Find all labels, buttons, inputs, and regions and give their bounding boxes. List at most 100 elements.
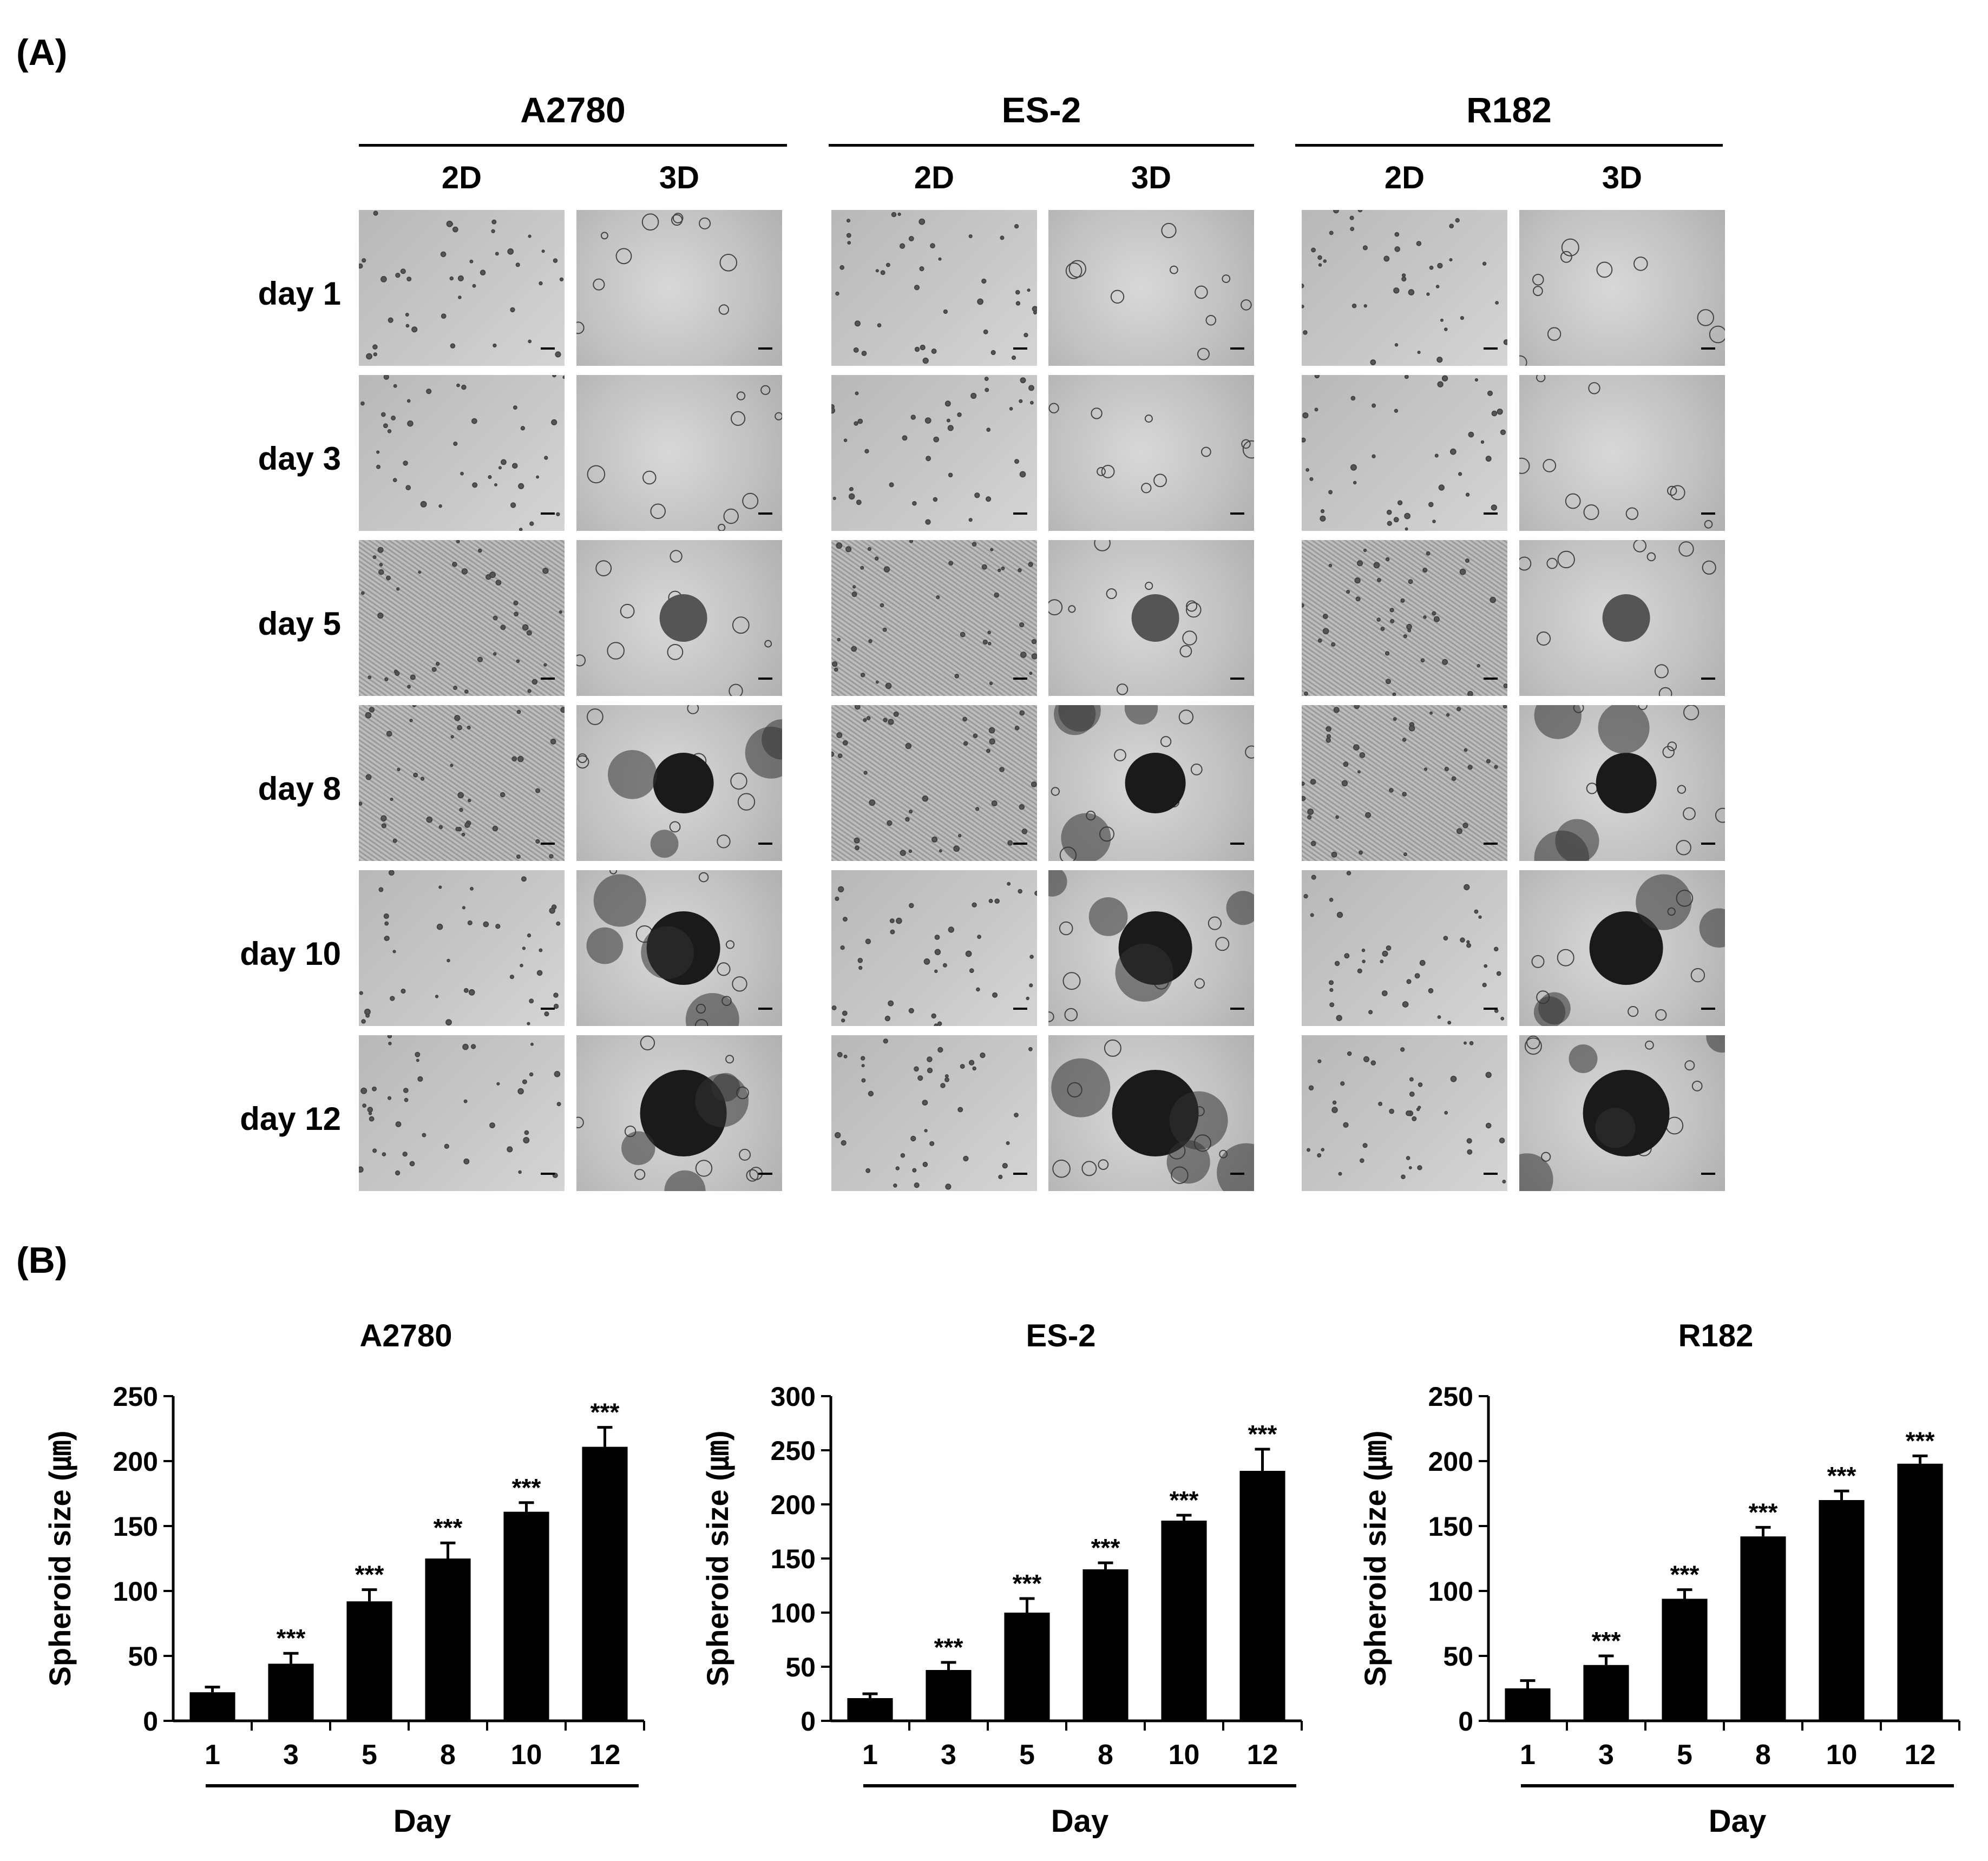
scale-bar <box>758 843 772 845</box>
bar-day-5 <box>346 1601 392 1721</box>
scale-bar <box>1701 1008 1715 1010</box>
scale-bar <box>1230 347 1244 350</box>
scale-bar <box>1013 843 1027 845</box>
micrograph-r182-2d-day-10 <box>1302 870 1507 1026</box>
scale-bar <box>1701 347 1715 350</box>
significance-label: *** <box>512 1474 541 1502</box>
bar-day-5 <box>1004 1613 1050 1721</box>
significance-label: *** <box>1091 1534 1120 1562</box>
x-tick-label: 10 <box>511 1739 542 1771</box>
significance-label: *** <box>1170 1486 1199 1514</box>
scale-bar <box>1230 512 1244 515</box>
bar-day-1 <box>847 1698 893 1721</box>
y-axis-label: Spheroid size (㎛) <box>700 1431 736 1687</box>
micrograph-es2-2d-day-3 <box>831 375 1037 531</box>
scale-bar <box>541 1008 555 1010</box>
x-axis-label: Day <box>1051 1804 1108 1839</box>
bar-day-10 <box>1819 1500 1865 1721</box>
x-axis-label: Day <box>1709 1804 1766 1839</box>
x-tick-label: 8 <box>440 1739 456 1771</box>
micrograph-r182-3d-day-1 <box>1519 210 1725 366</box>
bar-day-8 <box>1740 1536 1786 1721</box>
significance-label: *** <box>1013 1569 1042 1597</box>
bar-day-10 <box>1161 1521 1207 1721</box>
x-tick-label: 5 <box>1677 1739 1692 1771</box>
scale-bar <box>1484 512 1498 515</box>
x-tick-label: 5 <box>362 1739 377 1771</box>
scale-bar <box>758 512 772 515</box>
bar-day-3 <box>1583 1665 1629 1721</box>
y-tick-label: 250 <box>1428 1382 1473 1412</box>
subhead-a2780-2d: 2D <box>441 160 482 195</box>
micrograph-r182-2d-day-8 <box>1302 705 1507 861</box>
y-tick-label: 150 <box>113 1511 158 1542</box>
significance-label: *** <box>1670 1561 1700 1589</box>
scale-bar <box>1013 678 1027 680</box>
y-axis-label: Spheroid size (㎛) <box>43 1431 78 1687</box>
micrograph-es2-3d-day-1 <box>1048 210 1254 366</box>
micrograph-a2780-3d-day-1 <box>576 210 782 366</box>
bar-day-8 <box>1082 1569 1128 1721</box>
micrograph-es2-3d-day-8 <box>1048 705 1254 861</box>
significance-label: *** <box>1749 1498 1778 1526</box>
x-tick-label: 5 <box>1019 1739 1035 1771</box>
significance-label: *** <box>1248 1420 1277 1448</box>
micrograph-r182-3d-day-12 <box>1519 1035 1725 1191</box>
bar-day-10 <box>503 1511 549 1721</box>
micrograph-es2-2d-day-8 <box>831 705 1037 861</box>
significance-label: *** <box>934 1633 963 1661</box>
significance-label: *** <box>1906 1426 1935 1455</box>
micrograph-a2780-2d-day-8 <box>359 705 565 861</box>
scale-bar <box>758 347 772 350</box>
bar-day-5 <box>1662 1599 1708 1721</box>
significance-label: *** <box>277 1624 306 1652</box>
y-tick-label: 200 <box>113 1446 158 1477</box>
panel-b-label: (B) <box>16 1240 68 1281</box>
x-tick-label: 12 <box>589 1739 621 1771</box>
y-tick-label: 0 <box>801 1706 816 1737</box>
scale-bar <box>1230 843 1244 845</box>
micrograph-r182-2d-day-3 <box>1302 375 1507 531</box>
y-tick-label: 200 <box>1428 1446 1473 1477</box>
bar-day-8 <box>425 1558 471 1721</box>
header-rule-es2 <box>829 144 1254 147</box>
x-axis-label: Day <box>393 1804 451 1839</box>
subhead-r182-2d: 2D <box>1384 160 1425 195</box>
significance-label: *** <box>591 1398 620 1426</box>
scale-bar <box>1230 1173 1244 1175</box>
header-rule-a2780 <box>359 144 787 147</box>
micrograph-r182-2d-day-12 <box>1302 1035 1507 1191</box>
x-tick-label: 8 <box>1098 1739 1113 1771</box>
micrograph-es2-2d-day-12 <box>831 1035 1037 1191</box>
scale-bar <box>1484 1173 1498 1175</box>
micrograph-r182-2d-day-1 <box>1302 210 1507 366</box>
x-tick-label: 12 <box>1905 1739 1936 1771</box>
bar-day-3 <box>926 1670 972 1721</box>
scale-bar <box>1484 1008 1498 1010</box>
scale-bar <box>541 1173 555 1175</box>
bar-day-12 <box>1239 1471 1285 1721</box>
micrograph-es2-2d-day-5 <box>831 540 1037 696</box>
y-tick-label: 250 <box>771 1436 816 1466</box>
y-tick-label: 0 <box>143 1706 158 1737</box>
micrograph-es2-3d-day-3 <box>1048 375 1254 531</box>
row-label-day-12: day 12 <box>240 1101 341 1137</box>
scale-bar <box>1013 347 1027 350</box>
micrograph-a2780-3d-day-5 <box>576 540 782 696</box>
scale-bar <box>541 347 555 350</box>
row-label-day-10: day 10 <box>240 936 341 972</box>
micrograph-a2780-3d-day-3 <box>576 375 782 531</box>
chart-title-a2780: A2780 <box>359 1318 452 1353</box>
scale-bar <box>1701 1173 1715 1175</box>
x-tick-label: 8 <box>1755 1739 1771 1771</box>
micrograph-es2-3d-day-5 <box>1048 540 1254 696</box>
y-tick-label: 0 <box>1458 1706 1473 1737</box>
micrograph-a2780-2d-day-10 <box>359 870 565 1026</box>
scale-bar <box>1484 347 1498 350</box>
scale-bar <box>541 843 555 845</box>
y-tick-label: 100 <box>771 1598 816 1628</box>
scale-bar <box>541 678 555 680</box>
scale-bar <box>541 512 555 515</box>
cell-line-header-r182: R182 <box>1466 90 1552 130</box>
micrograph-a2780-3d-day-10 <box>576 870 782 1026</box>
